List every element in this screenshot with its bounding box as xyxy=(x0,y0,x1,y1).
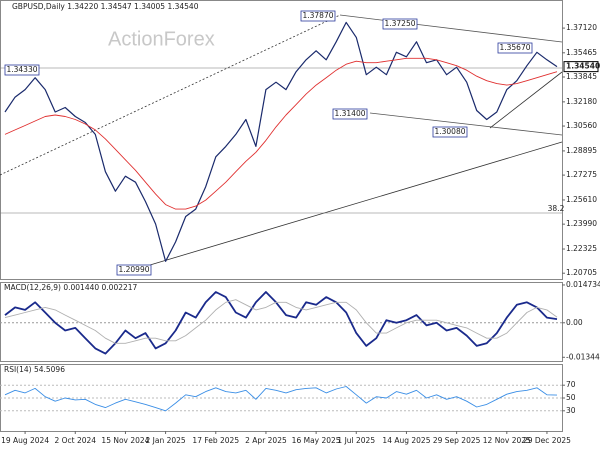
annotation-box xyxy=(382,18,418,30)
x-tick-label: 29 Sep 2025 xyxy=(433,436,481,445)
x-tick-label: 14 Aug 2025 xyxy=(382,436,430,445)
macd-title: MACD(12,26,9) 0.001440 0.002217 xyxy=(4,283,138,292)
y-tick-label: 1.37120 xyxy=(566,23,597,32)
annotation: 1.31400 xyxy=(334,109,365,118)
series-line xyxy=(4,57,558,210)
y-tick-label: 1.22325 xyxy=(566,244,597,253)
trendline xyxy=(369,112,563,136)
annotation-box xyxy=(4,64,40,76)
last-price-box xyxy=(563,61,599,73)
macd-frame xyxy=(0,282,563,362)
chart-title: GBPUSD,Daily 1.34220 1.34547 1.34005 1.3… xyxy=(12,2,199,11)
x-tick-label: 19 Aug 2024 xyxy=(1,436,49,445)
annotation: 1.30080 xyxy=(434,127,465,136)
x-tick-label: 16 May 2025 xyxy=(292,436,341,445)
annotation: 1.37870 xyxy=(302,11,333,20)
annotation: 38.2 xyxy=(548,204,565,213)
annotation: 1.35670 xyxy=(499,43,530,52)
y-tick-label: 1.25610 xyxy=(566,195,597,204)
annotation: 1.37250 xyxy=(384,19,415,28)
annotation-box xyxy=(432,126,468,138)
y-tick-label: 50 xyxy=(566,393,576,402)
annotation: 1.34330 xyxy=(6,65,37,74)
trendline xyxy=(0,14,341,176)
x-tick-label: 15 Nov 2024 xyxy=(101,436,149,445)
price-frame xyxy=(0,0,563,280)
x-tick-label: 29 Dec 2025 xyxy=(523,436,571,445)
series-line xyxy=(4,386,558,412)
y-tick-label: 30 xyxy=(566,406,576,415)
watermark: ActionForex xyxy=(108,28,215,50)
trendline xyxy=(339,14,563,43)
series-line xyxy=(4,21,558,262)
y-tick-label: 1.27275 xyxy=(566,170,597,179)
last-price-label: 1.34540 xyxy=(566,62,600,71)
y-tick-label: 1.35465 xyxy=(566,48,597,57)
annotation-box xyxy=(300,10,336,22)
annotation-box xyxy=(497,42,533,54)
y-tick-label: 1.20705 xyxy=(566,268,597,277)
y-tick-label: 1.28895 xyxy=(566,146,597,155)
x-tick-label: 2 Oct 2024 xyxy=(54,436,96,445)
y-tick-label: 1.23990 xyxy=(566,219,597,228)
annotation: 1.20990 xyxy=(118,265,149,274)
x-tick-label: 1 Jul 2025 xyxy=(337,436,375,445)
annotation-box xyxy=(332,108,368,120)
y-tick-label: 1.33845 xyxy=(566,72,597,81)
series-line xyxy=(4,291,558,355)
y-tick-label: -0.013442 xyxy=(566,352,600,361)
y-tick-label: 1.32180 xyxy=(566,97,597,106)
series-line xyxy=(4,299,558,344)
x-tick-label: 2 Apr 2025 xyxy=(245,436,287,445)
rsi-title: RSI(14) 54.5096 xyxy=(4,365,65,374)
y-tick-label: 70 xyxy=(566,380,576,389)
y-tick-label: 0.00 xyxy=(566,318,583,327)
x-tick-label: 12 Nov 2025 xyxy=(483,436,531,445)
trendline xyxy=(489,71,563,129)
x-tick-label: 2 Jan 2025 xyxy=(145,436,185,445)
x-tick-label: 17 Feb 2025 xyxy=(192,436,239,445)
annotation-box xyxy=(116,264,152,276)
y-tick-label: 0.014734 xyxy=(566,280,600,289)
trendline xyxy=(149,141,563,266)
y-tick-label: 1.30560 xyxy=(566,121,597,130)
